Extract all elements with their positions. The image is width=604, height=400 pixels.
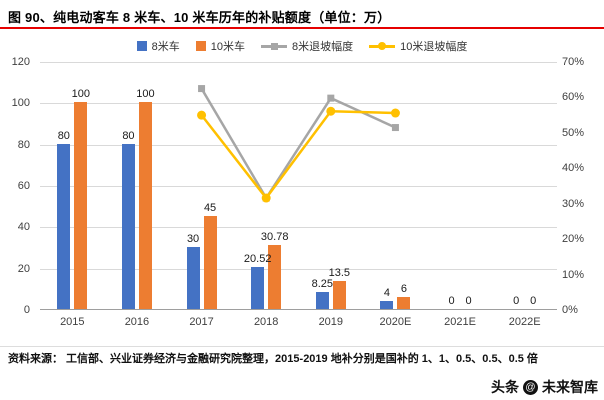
bar-10米车-2020E	[397, 296, 411, 309]
bar-10米车-2018	[268, 245, 282, 309]
right-axis-tick: 30%	[562, 197, 585, 210]
footer-divider	[0, 346, 604, 347]
legend-label: 8米退坡幅度	[292, 41, 354, 53]
right-axis: 0% 10% 20% 30% 40% 50% 60% 70%	[562, 56, 602, 316]
line-10米退坡幅度	[200, 109, 396, 201]
gridline	[40, 268, 557, 270]
square-marker	[198, 85, 206, 93]
plot-area: 80 100 80 100 30 45 20.52 30.78 8.25 13.5 4 6 0 0 0 0	[40, 62, 557, 310]
left-axis-tick: 80	[17, 138, 30, 151]
bar-10米车-2016	[138, 102, 152, 309]
bar-8米车-2015	[57, 143, 71, 309]
x-axis-label: 2021E	[444, 316, 476, 328]
watermark-name: 未来智库	[542, 379, 598, 395]
left-axis-tick: 60	[17, 180, 30, 192]
legend-label: 10米退坡幅度	[400, 41, 468, 53]
legend-label: 8米车	[151, 41, 180, 53]
bar-value-label: 8.25	[311, 277, 334, 290]
x-axis-label: 2019	[318, 316, 344, 328]
bar-10米车-2019	[332, 281, 346, 309]
bar-value-label: 13.5	[328, 267, 351, 280]
legend-line-swatch	[261, 41, 287, 51]
chart-legend: 8米车 10米车 8米退坡幅度 10米退坡幅度	[0, 38, 604, 54]
right-axis-tick: 40%	[562, 162, 585, 175]
x-axis-label: 2018	[253, 316, 279, 328]
toutiao-logo-icon: @	[523, 379, 538, 395]
left-axis-tick: 40	[17, 221, 30, 234]
right-axis-tick: 0%	[562, 304, 578, 316]
bar-value-label: 45	[203, 202, 217, 214]
line-chart-overlay	[197, 85, 400, 203]
circle-marker	[197, 110, 207, 120]
right-axis-tick: 20%	[562, 233, 585, 246]
left-axis-tick: 120	[11, 56, 30, 68]
gridline	[40, 227, 557, 229]
bar-8米车-2020E	[380, 300, 394, 309]
bar-value-label: 0	[448, 295, 455, 307]
gridline	[40, 144, 557, 146]
legend-item: 10米退坡幅度	[369, 38, 467, 54]
circle-marker	[390, 108, 400, 118]
left-axis: 0 20 40 60 80 100 120	[0, 56, 34, 316]
legend-label: 10米车	[210, 41, 245, 53]
legend-item: 10米车	[195, 38, 245, 54]
bar-8米车-2016	[121, 143, 135, 309]
right-axis-tick: 60%	[562, 91, 585, 104]
bar-value-label: 6	[400, 282, 407, 295]
bar-value-label: 0	[530, 295, 537, 307]
x-axis: 2015 2016 2017 2018 2019 2020E 2021E 2022E	[40, 316, 557, 328]
line-8米退坡幅度	[200, 87, 396, 201]
legend-bar-swatch	[136, 41, 147, 51]
bar-8米车-2019	[315, 291, 329, 309]
circle-marker	[261, 193, 271, 203]
square-marker	[391, 124, 399, 132]
legend-bar-swatch	[195, 41, 206, 51]
legend-line-swatch	[369, 41, 396, 51]
bar-value-label: 20.52	[243, 252, 272, 265]
right-axis-tick: 70%	[562, 56, 585, 68]
legend-square-marker	[270, 42, 278, 50]
bar-10米车-2017	[203, 216, 217, 309]
bar-value-label: 30.78	[260, 231, 289, 244]
x-axis-label: 2016	[124, 316, 150, 328]
square-marker	[327, 94, 335, 102]
legend-item: 8米退坡幅度	[261, 38, 353, 54]
bar-value-label: 100	[136, 88, 155, 101]
left-axis-tick: 0	[23, 304, 30, 316]
watermark-brand: 头条	[491, 379, 519, 395]
bar-value-label: 0	[513, 295, 520, 307]
right-axis-tick: 10%	[562, 268, 585, 281]
left-axis-tick: 100	[11, 97, 30, 110]
bar-8米车-2017	[186, 247, 200, 309]
right-axis-tick: 50%	[562, 126, 585, 139]
title-divider	[0, 27, 604, 29]
figure-title: 图 90、纯电动客车 8 米车、10 米车历年的补贴额度（单位：万）	[8, 10, 391, 25]
legend-circle-marker	[378, 42, 387, 50]
gridline	[40, 103, 557, 105]
bar-value-label: 4	[383, 286, 390, 299]
gridline	[40, 186, 557, 187]
bar-10米车-2015	[74, 102, 88, 309]
bar-value-label: 100	[71, 88, 90, 101]
bar-value-label: 0	[465, 295, 472, 307]
bar-value-label: 80	[57, 129, 70, 142]
gridline	[40, 62, 557, 63]
legend-item: 8米车	[136, 38, 180, 54]
x-axis-label: 2017	[189, 316, 214, 328]
watermark: 头条 @ 未来智库	[483, 377, 598, 397]
circle-marker	[326, 106, 336, 116]
bar-value-label: 80	[122, 129, 135, 142]
left-axis-tick: 20	[17, 262, 30, 275]
x-axis-label: 2022E	[508, 316, 541, 328]
x-axis-label: 2015	[60, 316, 85, 328]
source-note: 资料来源： 工信部、兴业证券经济与金融研究院整理，2015-2019 地补分别是…	[8, 353, 538, 365]
x-axis-label: 2020E	[379, 316, 412, 328]
bar-8米车-2018	[251, 266, 265, 309]
bar-value-label: 30	[186, 233, 200, 245]
